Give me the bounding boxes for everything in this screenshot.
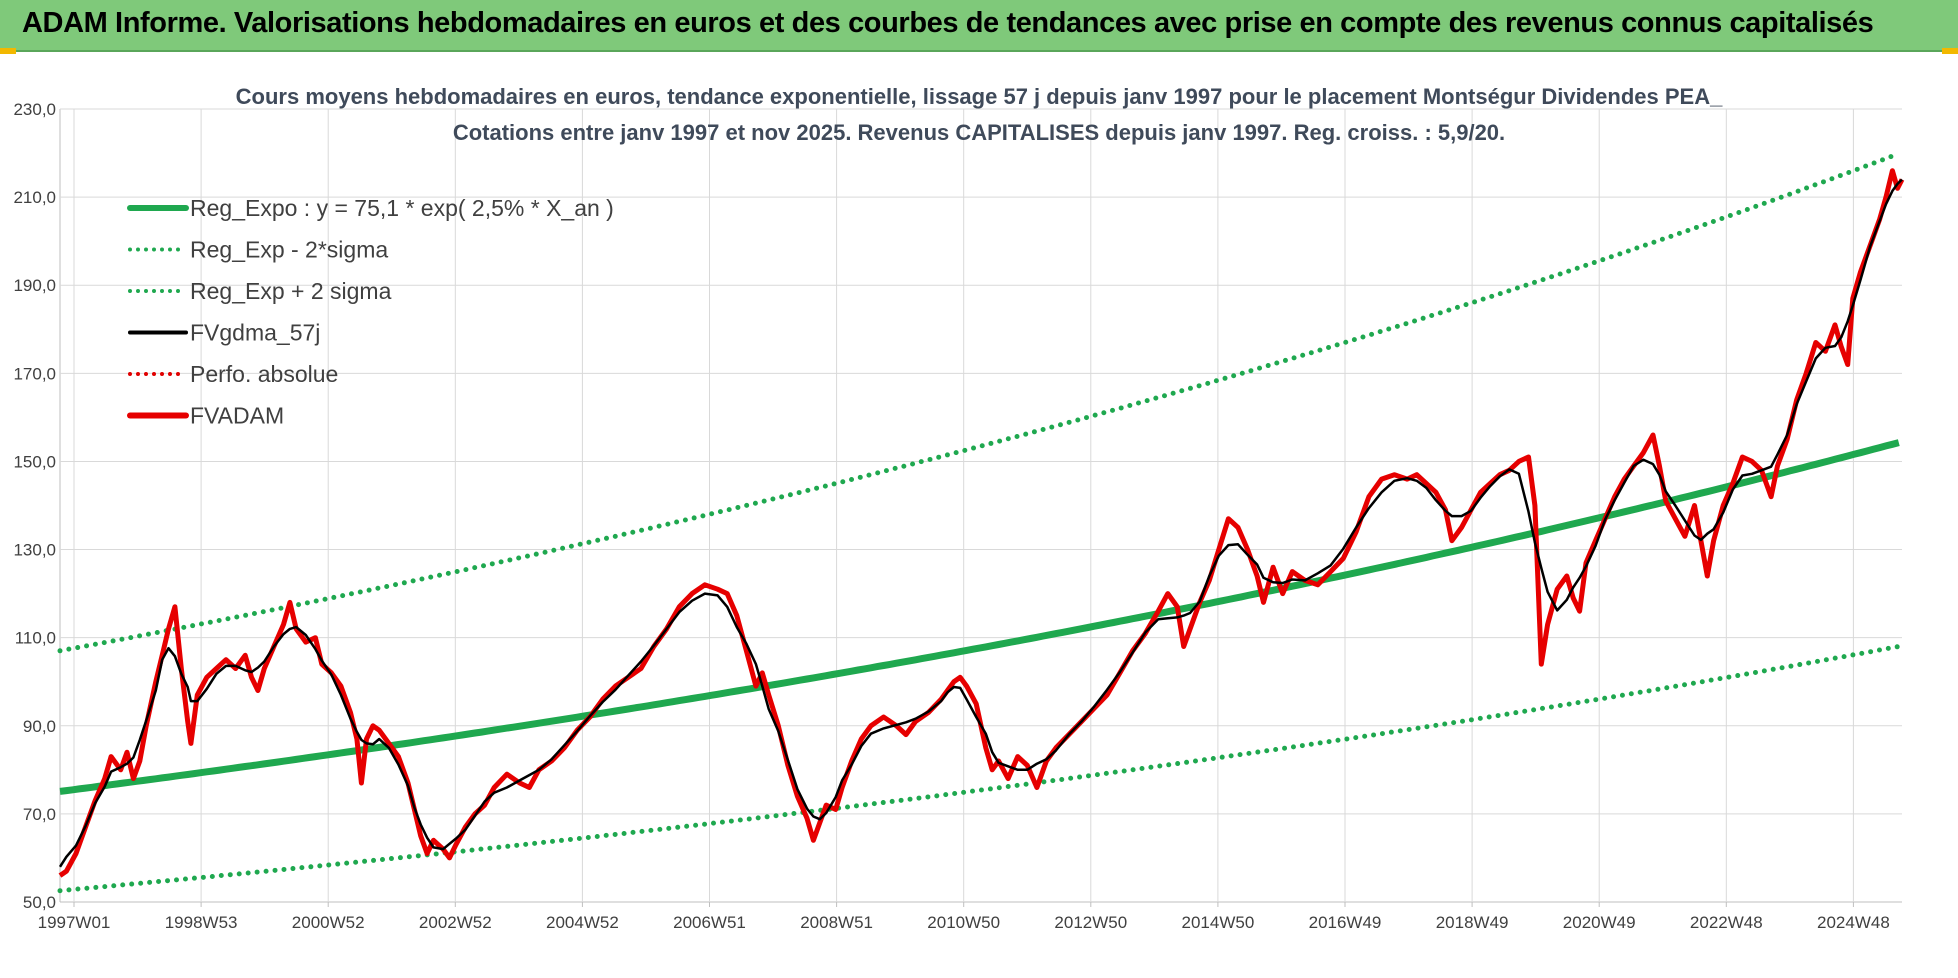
x-tick-label: 2004W52 [546,913,619,932]
series-reg-exp-minus-2sigma [57,644,1902,894]
y-tick-label: 130,0 [13,541,56,560]
x-tick-label: 1997W01 [38,913,111,932]
x-axis: 1997W01 1998W53 2000W52 2002W52 2004W52 2006W… [38,913,1890,932]
y-tick-label: 90,0 [23,717,56,736]
legend-label: Reg_Expo : y = 75,1 * exp( 2,5% * X_an ) [190,195,614,221]
x-tick-label: 2002W52 [419,913,492,932]
x-tick-label: 2022W48 [1690,913,1763,932]
series-reg-exp-plus-2sigma [57,151,1902,654]
legend-label: Reg_Exp - 2*sigma [190,237,388,263]
report-title: ADAM Informe. Valorisations hebdomadaire… [22,7,1874,39]
y-tick-label: 70,0 [23,805,56,824]
x-tick-label: 2000W52 [292,913,365,932]
chart-legend: Reg_Expo : y = 75,1 * exp( 2,5% * X_an )… [127,195,614,429]
x-tick-label: 2024W48 [1817,913,1890,932]
series-reg-expo [59,439,1900,795]
banner-corner-right [1942,48,1958,54]
x-tick-label: 2020W49 [1563,913,1636,932]
y-tick-label: 110,0 [15,629,56,648]
legend-label: FVgdma_57j [190,320,320,346]
x-tick-label: 2012W50 [1054,913,1127,932]
x-tick-label: 1998W53 [165,913,238,932]
x-tick-label: 2010W50 [927,913,1000,932]
series-fvgdma-57j [58,178,1903,868]
x-tick-label: 2008W51 [800,913,873,932]
series-fvadam [58,168,1905,878]
legend-label: Perfo. absolue [190,361,338,387]
legend-label: FVADAM [190,403,284,429]
y-tick-label: 150,0 [13,452,56,471]
report-banner: ADAM Informe. Valorisations hebdomadaire… [0,0,1958,52]
y-tick-label: 230,0 [13,100,56,119]
banner-corner-left [0,48,16,54]
x-tick-label: 2014W50 [1182,913,1255,932]
x-tick-label: 2016W49 [1309,913,1382,932]
series-layer [57,151,1905,894]
y-tick-label: 210,0 [13,188,56,207]
chart-grid [59,108,1902,907]
chart-title: Cours moyens hebdomadaires en euros, ten… [236,84,1723,109]
y-tick-label: 170,0 [13,364,56,383]
y-tick-label: 50,0 [23,893,56,912]
x-tick-label: 2018W49 [1436,913,1509,932]
chart-subtitle: Cotations entre janv 1997 et nov 2025. R… [453,120,1505,145]
y-tick-label: 190,0 [13,276,56,295]
y-axis: 50,0 70,0 90,0 110,0 130,0 150,0 170,0 190,0 210… [13,100,56,912]
legend-label: Reg_Exp + 2 sigma [190,278,392,304]
x-tick-label: 2006W51 [673,913,746,932]
price-chart: 50,0 70,0 90,0 110,0 130,0 150,0 170,0 190,0 210… [13,84,1905,932]
